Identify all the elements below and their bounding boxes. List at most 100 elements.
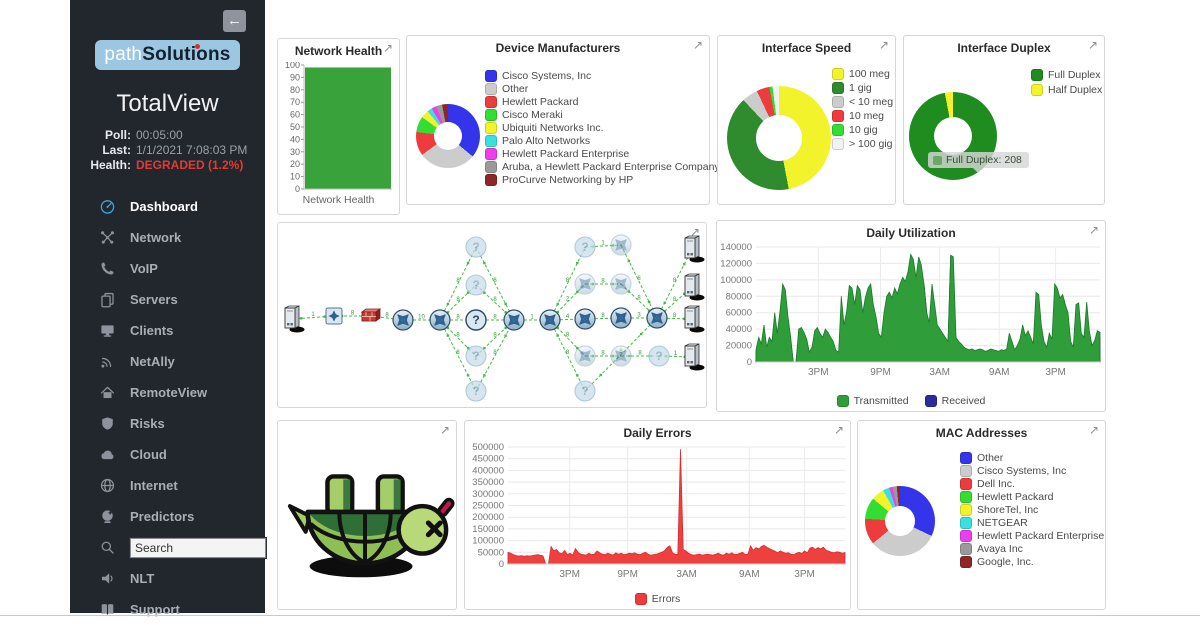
legend-label: 100 meg (849, 68, 890, 80)
panel-title: Daily Errors (623, 426, 692, 440)
router-light-node[interactable] (610, 273, 632, 295)
server-node[interactable] (684, 343, 705, 371)
svg-text:8: 8 (601, 279, 605, 285)
router-light-node[interactable] (574, 345, 596, 367)
sidebar-item-clients[interactable]: Clients (70, 315, 265, 346)
sidebar-item-support[interactable]: Support (70, 594, 265, 625)
expand-icon[interactable]: ↗ (1087, 38, 1098, 52)
sidebar-item-predictors[interactable]: Predictors (70, 501, 265, 532)
device-manufacturers-donut[interactable] (416, 104, 480, 168)
q-light-node[interactable]: ? (648, 345, 670, 367)
poll-label: Poll: (105, 128, 131, 142)
svg-text:30: 30 (290, 147, 300, 157)
daily-utilization-chart[interactable]: 0 20000 40000 60000 80000 100000 120000 140000 3… (718, 241, 1104, 386)
interface-speed-donut[interactable] (727, 86, 831, 190)
legend-label: Other (977, 451, 1004, 464)
router-light-node[interactable] (610, 345, 632, 367)
sidebar-item-dashboard[interactable]: Dashboard (70, 191, 265, 222)
legend-swatch (960, 555, 972, 568)
q-light-node[interactable]: ? (465, 345, 487, 367)
panel-daily-errors: ↗ Daily Errors 0 50000 100000 150000 200000 2… (464, 420, 851, 610)
network-topology-map[interactable]: 1881088888888881824881888883881888??????… (278, 225, 706, 407)
panel-title: Daily Utilization (866, 226, 956, 240)
legend-label: Cisco Meraki (502, 108, 563, 121)
sidebar-item-netally[interactable]: NetAlly (70, 346, 265, 377)
sidebar-item-search[interactable] (70, 532, 267, 563)
legend-item: 1 gig (832, 81, 893, 95)
daily-errors-chart[interactable]: 0 50000 100000 150000 200000 250000 300000 3500… (466, 441, 849, 589)
sidebar-item-remoteview[interactable]: RemoteView (70, 377, 265, 408)
panel-network-health: ↗ Network Health 0 10 20 30 40 50 60 70 80 90 100 … (277, 38, 400, 215)
sidebar-item-label: Servers (130, 292, 178, 307)
sidebar-item-internet[interactable]: Internet (70, 470, 265, 501)
switch-node[interactable] (325, 307, 343, 325)
router-node[interactable] (429, 309, 451, 331)
legend-item: < 10 meg (832, 95, 893, 109)
sidebar-collapse-button[interactable]: ← (223, 10, 246, 32)
sidebar-item-label: Clients (130, 323, 174, 338)
legend-swatch (832, 96, 844, 108)
tooltip-swatch (933, 155, 942, 165)
sidebar-item-cloud[interactable]: Cloud (70, 439, 265, 470)
q-light-node[interactable]: ? (465, 380, 487, 402)
legend-label: Avaya Inc (977, 542, 1023, 555)
legend-swatch (485, 147, 497, 160)
legend-label: Errors (651, 593, 681, 605)
svg-text:40000: 40000 (726, 324, 752, 335)
svg-text:9PM: 9PM (870, 367, 891, 378)
megaphone-icon (99, 570, 116, 587)
bar-x-axis-label: Network Health (302, 194, 375, 206)
legend-swatch (960, 503, 972, 516)
expand-icon[interactable]: ↗ (1088, 223, 1099, 237)
q-light-node[interactable]: ? (574, 236, 596, 258)
svg-text:8: 8 (385, 313, 389, 319)
q-light-node[interactable]: ? (465, 274, 487, 296)
sidebar-item-label: Cloud (130, 447, 167, 462)
expand-icon[interactable]: ↗ (689, 225, 700, 239)
router-node[interactable] (503, 309, 525, 331)
sidebar-item-nlt[interactable]: NLT (70, 563, 265, 594)
legend-swatch (832, 124, 844, 136)
router-node[interactable] (392, 309, 414, 331)
expand-icon[interactable]: ↗ (439, 423, 450, 437)
server-node[interactable] (684, 305, 705, 333)
legend-item: NETGEAR (960, 516, 1104, 529)
router-light-node[interactable] (610, 234, 632, 256)
legend-item: Palo Alto Networks (485, 134, 720, 147)
svg-text:?: ? (581, 384, 588, 398)
firewall-node[interactable] (360, 308, 382, 322)
legend-swatch (832, 138, 844, 150)
svg-text:3PM: 3PM (794, 569, 815, 580)
expand-icon[interactable]: ↗ (692, 38, 703, 52)
router-node[interactable] (610, 307, 632, 329)
legend-item: Other (960, 451, 1104, 464)
expand-icon[interactable]: ↗ (1088, 423, 1099, 437)
legend-swatch (960, 451, 972, 464)
svg-text:8: 8 (493, 315, 497, 321)
network-health-bar-chart[interactable]: 0 10 20 30 40 50 60 70 80 90 100 (278, 60, 399, 202)
sidebar-item-risks[interactable]: Risks (70, 408, 265, 439)
sidebar-item-network[interactable]: Network (70, 222, 265, 253)
legend-item: 10 meg (832, 109, 893, 123)
expand-icon[interactable]: ↗ (382, 41, 393, 55)
legend-label: < 10 meg (849, 96, 894, 108)
q-dark-node[interactable]: ? (465, 309, 487, 331)
server-node[interactable] (684, 235, 705, 263)
router-node[interactable] (539, 309, 561, 331)
sidebar-item-servers[interactable]: Servers (70, 284, 265, 315)
router-light-node[interactable] (574, 273, 596, 295)
router-node[interactable] (574, 308, 596, 330)
mac-addresses-donut[interactable] (865, 486, 935, 556)
search-input[interactable] (129, 536, 267, 559)
svg-text:8: 8 (493, 297, 497, 303)
legend-swatch (832, 110, 844, 122)
router-node[interactable] (646, 307, 668, 329)
q-light-node[interactable]: ? (465, 236, 487, 258)
server-node[interactable] (284, 305, 305, 333)
svg-text:100000: 100000 (720, 275, 752, 286)
server-node[interactable] (684, 273, 705, 301)
sidebar-item-voip[interactable]: VoIP (70, 253, 265, 284)
q-light-node[interactable]: ? (574, 380, 596, 402)
expand-icon[interactable]: ↗ (878, 38, 889, 52)
expand-icon[interactable]: ↗ (833, 423, 844, 437)
